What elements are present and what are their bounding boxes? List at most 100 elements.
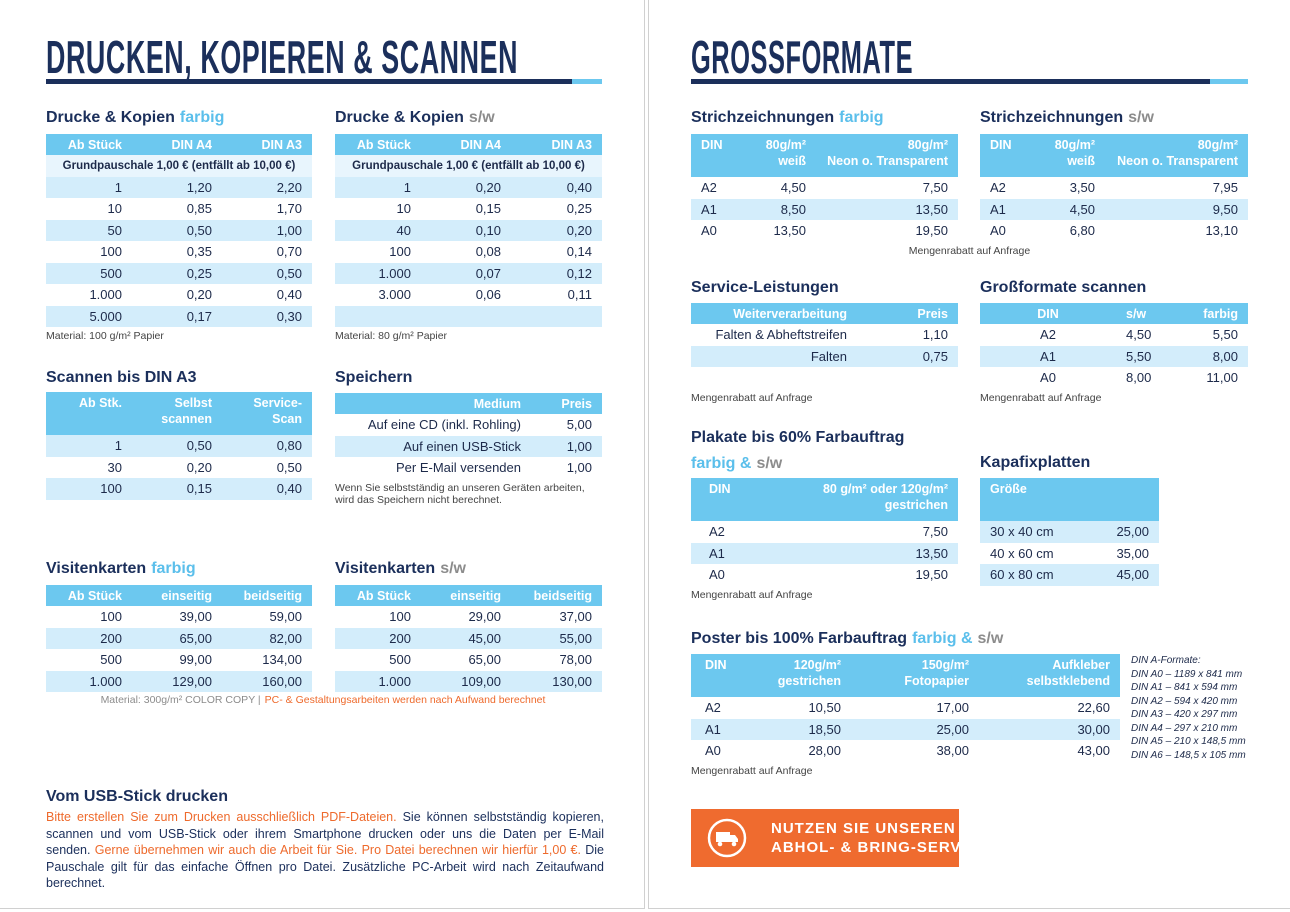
cell: 65,00 xyxy=(132,627,222,649)
data-row: Falten 0,75 xyxy=(691,345,958,367)
cell: 3.000 xyxy=(378,287,411,303)
cell: A0 xyxy=(709,567,725,583)
cell xyxy=(335,305,421,327)
cell: 134,00 xyxy=(262,652,302,668)
data-row: 100 0,35 0,70 xyxy=(46,241,312,263)
data-row: 200 45,00 55,00 xyxy=(335,627,602,649)
cell: Auf einen USB-Stick xyxy=(335,435,531,457)
price-table: DIN 120g/m² gestrichen 150g/m² Fotopapier A… xyxy=(691,654,1120,762)
cell: 40 xyxy=(335,219,421,241)
cell: 4,50 xyxy=(1035,198,1105,220)
cell: 78,00 xyxy=(559,652,592,668)
paragraph-part: Sie können selbstständig kopieren, scann… xyxy=(46,810,604,857)
format-item: DIN A0 – 1189 x 841 mm xyxy=(1131,668,1243,680)
cell: A2 xyxy=(709,524,725,540)
cell: 13,50 xyxy=(751,542,958,564)
column-header: einseitig xyxy=(132,585,222,606)
column-header: einseitig xyxy=(421,585,511,606)
usb-paragraph: Bitte erstellen Sie zum Drucken ausschli… xyxy=(46,809,604,892)
cell: 1.000 xyxy=(335,670,421,692)
column-header: Selbst scannen xyxy=(132,392,222,435)
title-part: s/w xyxy=(440,560,466,577)
cell: 39,00 xyxy=(179,609,212,625)
cell xyxy=(421,305,511,327)
cell: 200 xyxy=(46,627,132,649)
data-row: A0 28,00 38,00 43,00 xyxy=(691,740,1120,762)
cell: 30 x 40 cm xyxy=(980,521,1080,543)
cell: 0,70 xyxy=(276,244,302,260)
cell: 2,20 xyxy=(222,176,312,198)
page-heading: DRUCKEN, KOPIEREN & SCANNEN xyxy=(46,31,519,83)
cell: 0,80 xyxy=(222,435,312,457)
data-row: 100 29,00 37,00 xyxy=(335,606,602,628)
cell: 10 xyxy=(396,201,411,217)
cell: 1.000 xyxy=(46,670,132,692)
data-row: A1 13,50 xyxy=(691,542,958,564)
table-title: Speichern xyxy=(335,365,417,391)
column-header: DIN A3 xyxy=(511,134,602,155)
column-header: Preis xyxy=(857,303,958,324)
header-row: Ab Stück einseitig beidseitig xyxy=(46,585,312,606)
cell: A0 xyxy=(990,223,1006,239)
cell: 29,00 xyxy=(468,609,501,625)
column-header: 120g/m² gestrichen xyxy=(751,654,851,697)
cell: 0,25 xyxy=(566,201,592,217)
column-header: 80 g/m² oder 120g/m² gestrichen xyxy=(751,478,958,521)
cell: 45,00 xyxy=(1080,564,1159,586)
format-item: DIN A3 – 420 x 297 mm xyxy=(1131,709,1238,720)
title-part: farbig xyxy=(179,109,225,126)
table-title: Service-Leistungen xyxy=(691,275,844,301)
price-table: Ab Stück einseitig beidseitig 100 29,00 37,00… xyxy=(335,585,602,692)
cell: A1 xyxy=(691,718,751,740)
table-note: Mengenrabatt auf Anfrage xyxy=(691,765,813,777)
cell: 30 xyxy=(107,459,122,475)
data-row: A1 4,50 9,50 xyxy=(980,198,1248,220)
cell: 43,00 xyxy=(1077,743,1110,759)
cell: 5.000 xyxy=(46,305,132,327)
cell: 8,00 xyxy=(1156,345,1248,367)
data-row: 10 0,85 1,70 xyxy=(46,198,312,220)
cell: 200 xyxy=(335,627,421,649)
cell: A1 xyxy=(691,198,746,220)
data-row: 500 65,00 78,00 xyxy=(335,649,602,671)
formats-title: DIN A-Formate: xyxy=(1131,655,1201,666)
cell: 3,50 xyxy=(1069,180,1095,196)
cell: 0,50 xyxy=(276,459,302,475)
title-part: Strichzeichnungen xyxy=(691,109,835,126)
data-row: Falten & Abheftstreifen 1,10 xyxy=(691,324,958,346)
cell: A1 xyxy=(980,345,1116,367)
title-part: Visitenkarten xyxy=(335,560,436,577)
title-part: s/w xyxy=(1128,109,1154,126)
title-part: Drucke & Kopien xyxy=(46,109,175,126)
title-part: Service-Leistungen xyxy=(691,279,839,296)
title-part: Drucke & Kopien xyxy=(335,109,464,126)
footnote-part: Material: 300g/m² COLOR COPY | xyxy=(100,694,261,706)
cell: 17,00 xyxy=(936,700,969,716)
button-label[interactable]: NUTZEN SIE UNSEREN xyxy=(771,820,956,837)
cell: 65,00 xyxy=(468,652,501,668)
button-label[interactable]: ABHOL- & BRING-SERVICE xyxy=(771,839,990,856)
title-part: farbig xyxy=(839,109,884,126)
data-row: 40 0,10 0,20 xyxy=(335,219,602,241)
service-button[interactable]: NUTZEN SIE UNSEREN ABHOL- & BRING-SERVIC… xyxy=(691,809,988,867)
data-row: A2 3,50 7,95 xyxy=(980,177,1248,199)
cell: 5,50 xyxy=(1212,327,1238,343)
price-table: DIN 80 g/m² oder 120g/m² gestrichen A2 7,50… xyxy=(691,478,958,586)
cell: 45,00 xyxy=(421,627,511,649)
cell: 0,10 xyxy=(421,219,511,241)
format-item: DIN A1 – 841 x 594 mm xyxy=(1131,682,1238,693)
data-row xyxy=(335,305,602,327)
cell: 60 x 80 cm xyxy=(980,564,1080,586)
cell: 0,07 xyxy=(421,262,511,284)
cell: A2 xyxy=(1040,327,1056,343)
header-row: Weiterverarbeitung Preis xyxy=(691,303,958,324)
subheader: Grundpauschale 1,00 € (entfällt ab 10,00… xyxy=(46,155,312,177)
cell: 10 xyxy=(107,201,122,217)
cell: 0,06 xyxy=(475,287,501,303)
column-header: Ab Stück xyxy=(46,585,132,606)
cell: 11,00 xyxy=(1206,370,1238,386)
title-part: s/w xyxy=(468,109,495,126)
cell: 1 xyxy=(335,176,421,198)
heading-rule-accent xyxy=(1210,79,1248,84)
data-row: 1.000 109,00 130,00 xyxy=(335,670,602,692)
